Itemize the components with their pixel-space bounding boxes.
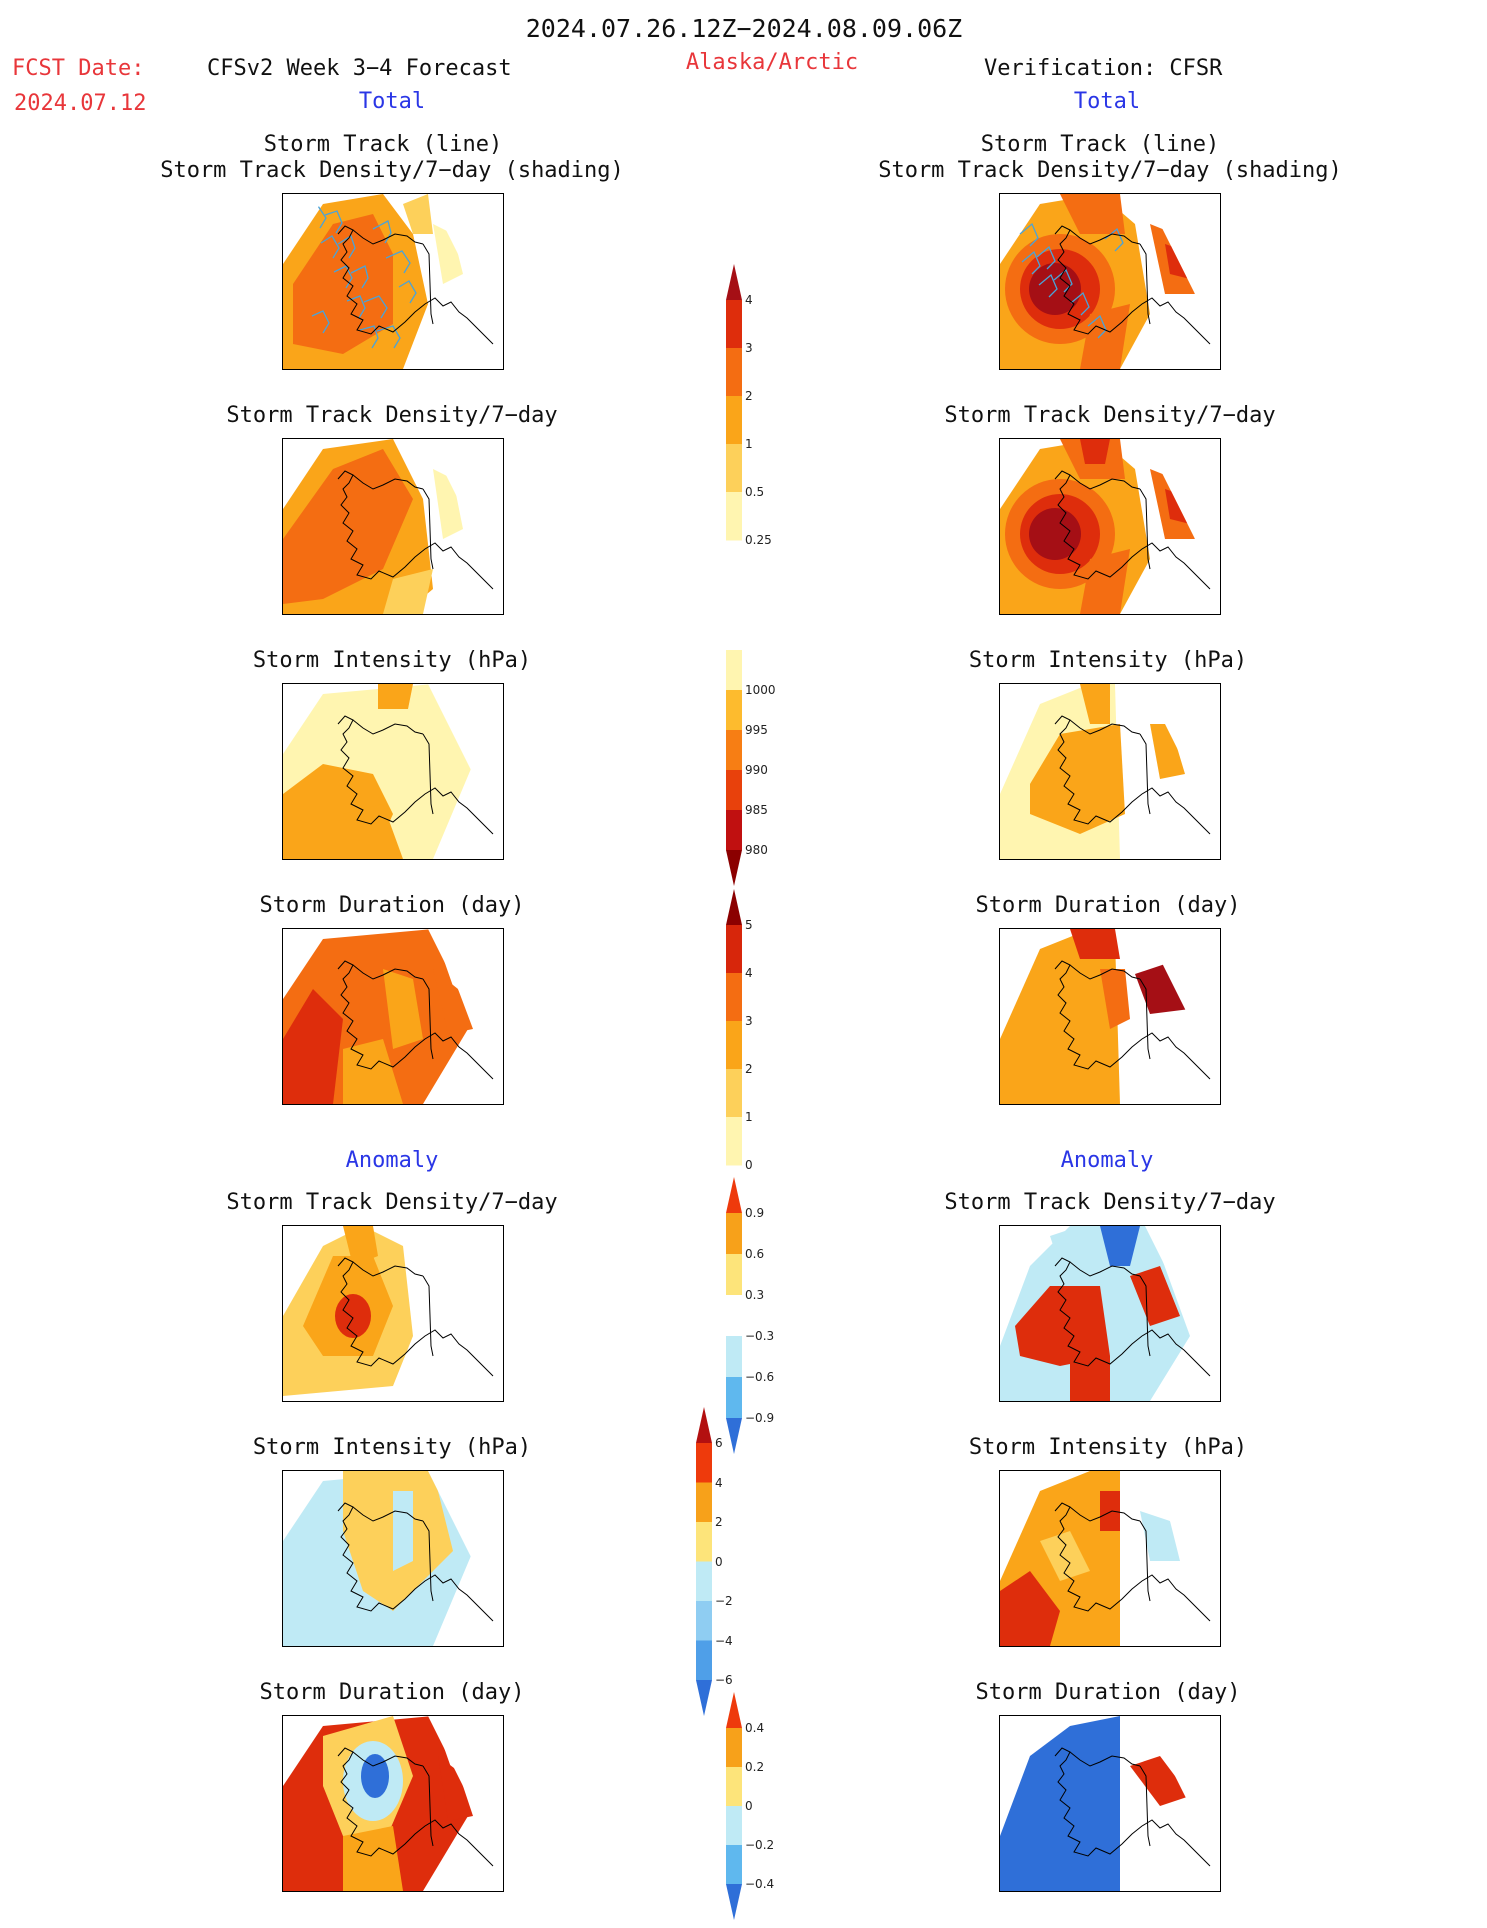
total-right-label: Total xyxy=(1073,89,1141,114)
colorbar-tick-label: −0.2 xyxy=(745,1838,775,1852)
colorbar-tick-label: 990 xyxy=(745,763,768,777)
title-r6: Storm Intensity (hPa) xyxy=(968,1435,1248,1460)
map-verif-anom-duration xyxy=(999,1715,1221,1892)
model-title: CFSv2 Week 3−4 Forecast xyxy=(207,56,512,81)
map-fcst-track xyxy=(282,193,504,370)
fcst-date-value: 2024.07.12 xyxy=(14,91,147,116)
map-fcst-anom-density xyxy=(282,1225,504,1402)
title-r2: Storm Track Density/7−day xyxy=(944,403,1276,428)
map-verif-track xyxy=(999,193,1221,370)
map-verif-anom-density xyxy=(999,1225,1221,1402)
colorbar-tick-label: −0.3 xyxy=(745,1329,775,1343)
colorbar-tick-label: 0.5 xyxy=(745,485,765,499)
colorbar-tick-label: 0 xyxy=(715,1554,723,1569)
colorbar-tick-label: 4 xyxy=(745,966,753,980)
colorbar-duration: 5 4 3 2 1 0 xyxy=(720,885,800,1175)
colorbar-tick-label: 985 xyxy=(745,803,768,817)
title-l1b: Storm Track Density/7−day (shading) xyxy=(160,158,624,183)
colorbar-tick-label: −0.6 xyxy=(745,1370,775,1384)
colorbar-tick-label: 995 xyxy=(745,723,768,737)
map-fcst-duration xyxy=(282,928,504,1105)
map-fcst-anom-duration xyxy=(282,1715,504,1892)
anomaly-left-label: Anomaly xyxy=(345,1148,439,1173)
verification-title: Verification: CFSR xyxy=(984,56,1223,81)
anomaly-right-label: Anomaly xyxy=(1060,1148,1154,1173)
title-r1b: Storm Track Density/7−day (shading) xyxy=(878,158,1342,183)
colorbar-tick-label: −0.4 xyxy=(745,1877,775,1891)
colorbar-intensity: 1000 995 990 985 980 xyxy=(720,640,800,890)
title-l1a: Storm Track (line) xyxy=(263,132,503,157)
colorbar-tick-label: 0 xyxy=(745,1158,753,1172)
colorbar-tick-label: −6 xyxy=(715,1673,733,1687)
map-fcst-anom-intensity xyxy=(282,1470,504,1647)
map-fcst-intensity xyxy=(282,683,504,860)
colorbar-tick-label: 1000 xyxy=(745,683,776,697)
colorbar-density: 4 3 2 1 0.5 0.25 xyxy=(720,260,800,550)
map-verif-density xyxy=(999,438,1221,615)
map-verif-duration xyxy=(999,928,1221,1105)
title-l3: Storm Intensity (hPa) xyxy=(252,648,532,673)
title-l4: Storm Duration (day) xyxy=(259,893,525,918)
total-left-label: Total xyxy=(358,89,426,114)
title-r5: Storm Track Density/7−day xyxy=(944,1190,1276,1215)
fcst-date-label: FCST Date: xyxy=(12,56,145,81)
colorbar-tick-label: 4 xyxy=(745,293,753,307)
period-title: 2024.07.26.12Z−2024.08.09.06Z xyxy=(525,14,963,43)
title-l6: Storm Intensity (hPa) xyxy=(252,1435,532,1460)
colorbar-tick-label: 2 xyxy=(745,1062,753,1076)
colorbar-tick-label: 0.6 xyxy=(745,1247,765,1261)
colorbar-tick-label: 0.2 xyxy=(745,1760,765,1774)
colorbar-tick-label: 0.9 xyxy=(745,1206,765,1220)
colorbar-tick-label: 2 xyxy=(745,389,753,403)
colorbar-tick-label: 0 xyxy=(745,1799,753,1813)
colorbar-tick-label: 3 xyxy=(745,341,753,355)
colorbar-tick-label: 0.25 xyxy=(745,533,772,547)
colorbar-tick-label: 0.4 xyxy=(745,1721,765,1735)
colorbar-anom-duration: 0.4 0.2 0 −0.2 −0.4 xyxy=(720,1688,800,1924)
colorbar-tick-label: −4 xyxy=(715,1633,733,1648)
colorbar-tick-label: 980 xyxy=(745,843,768,857)
title-r4: Storm Duration (day) xyxy=(975,893,1241,918)
map-fcst-density xyxy=(282,438,504,615)
colorbar-tick-label: 6 xyxy=(715,1436,723,1450)
colorbar-tick-label: −2 xyxy=(715,1594,733,1608)
title-l5: Storm Track Density/7−day xyxy=(226,1190,558,1215)
colorbar-tick-label: 2 xyxy=(715,1515,723,1529)
title-l2: Storm Track Density/7−day xyxy=(226,403,558,428)
title-r1a: Storm Track (line) xyxy=(980,132,1220,157)
title-r3: Storm Intensity (hPa) xyxy=(968,648,1248,673)
colorbar-tick-label: 1 xyxy=(745,437,753,451)
map-verif-intensity xyxy=(999,683,1221,860)
colorbar-tick-label: −0.9 xyxy=(745,1411,775,1425)
colorbar-tick-label: 4 xyxy=(715,1475,723,1490)
colorbar-tick-label: 0.3 xyxy=(745,1288,765,1302)
map-verif-anom-intensity xyxy=(999,1470,1221,1647)
colorbar-anom-intensity: 6 4 2 0 −2 −4 −6 xyxy=(690,1403,770,1720)
colorbar-tick-label: 1 xyxy=(745,1110,753,1124)
colorbar-tick-label: 5 xyxy=(745,918,753,932)
title-l7: Storm Duration (day) xyxy=(259,1680,525,1705)
title-r7: Storm Duration (day) xyxy=(975,1680,1241,1705)
region-title: Alaska/Arctic xyxy=(685,50,859,75)
colorbar-anom-density: 0.9 0.6 0.3 −0.3 −0.6 −0.9 xyxy=(720,1173,800,1458)
colorbar-tick-label: 3 xyxy=(745,1014,753,1028)
